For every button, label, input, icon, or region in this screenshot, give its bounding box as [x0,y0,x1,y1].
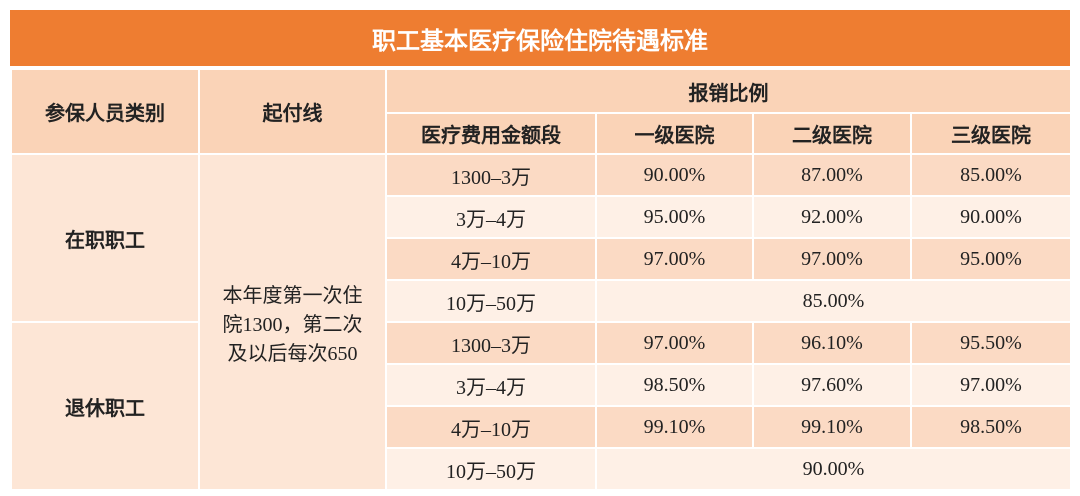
ratio-cell: 92.00% [752,195,912,239]
range-cell: 3万–4万 [385,363,597,407]
header-cell: 参保人员类别 [10,68,200,155]
ratio-cell: 90.00% [910,195,1072,239]
range-cell: 4万–10万 [385,405,597,449]
ratio-cell: 98.50% [910,405,1072,449]
header-cell: 二级医院 [752,112,912,155]
table-row: 3万–4万 98.50% 97.60% 97.00% [11,363,1072,407]
ratio-cell: 97.00% [595,237,754,281]
range-cell: 3万–4万 [385,195,597,239]
table-row: 10万–50万 90.00% [11,447,1072,491]
ratio-cell: 95.50% [910,321,1072,365]
table-row: 在职职工 本年度第一次住 院1300，第二次 及以后每次650 1300–3万 90.00… [10,153,1072,491]
header-cell: 起付线 [198,68,387,155]
table-row: 退休职工 1300–3万 97.00% 96.10% 95.50% [10,321,1072,491]
threshold-cell: 本年度第一次住 院1300，第二次 及以后每次650 [198,153,387,491]
ratio-cell: 97.60% [752,363,912,407]
table-row: 3万–4万 95.00% 92.00% 90.00% [11,195,1072,239]
ratio-cell: 85.00% [595,279,1072,323]
table-title: 职工基本医疗保险住院待遇标准 [10,10,1070,66]
ratio-cell: 90.00% [595,153,754,197]
ratio-cell: 96.10% [752,321,912,365]
page: 职工基本医疗保险住院待遇标准 参保人员类别 起付线 报销比例 医疗费用金额段 一级… [10,10,1072,491]
ratio-cell: 95.00% [910,237,1072,281]
table-row: 10万–50万 85.00% [11,279,1072,323]
table-row: 4万–10万 97.00% 97.00% 95.00% [11,237,1072,281]
table-row: 4万–10万 99.10% 99.10% 98.50% [11,405,1072,449]
threshold-line: 院1300，第二次 [222,313,363,336]
ratio-cell: 97.00% [910,363,1072,407]
category-cell: 退休职工 [10,321,200,491]
ratio-cell: 90.00% [595,447,1072,491]
category-cell: 在职职工 [10,153,200,323]
ratio-cell: 97.00% [595,321,754,365]
ratio-cell: 95.00% [595,195,754,239]
ratio-cell: 99.10% [752,405,912,449]
threshold-line: 及以后每次650 [227,342,358,365]
header-cell: 报销比例 [385,68,1072,114]
header-cell: 三级医院 [910,112,1072,155]
ratio-cell: 99.10% [595,405,754,449]
ratio-cell: 98.50% [595,363,754,407]
range-cell: 1300–3万 [385,153,597,197]
table: 参保人员类别 起付线 报销比例 医疗费用金额段 一级医院 二级医院 三级医院 在职职工… [10,68,1072,491]
threshold-line: 本年度第一次住 [222,284,363,307]
range-cell: 1300–3万 [385,321,597,365]
range-cell: 4万–10万 [385,237,597,281]
range-cell: 10万–50万 [385,447,597,491]
header-cell: 医疗费用金额段 [385,112,597,155]
range-cell: 10万–50万 [385,279,597,323]
header-cell: 一级医院 [595,112,754,155]
ratio-cell: 87.00% [752,153,912,197]
ratio-cell: 97.00% [752,237,912,281]
ratio-cell: 85.00% [910,153,1072,197]
